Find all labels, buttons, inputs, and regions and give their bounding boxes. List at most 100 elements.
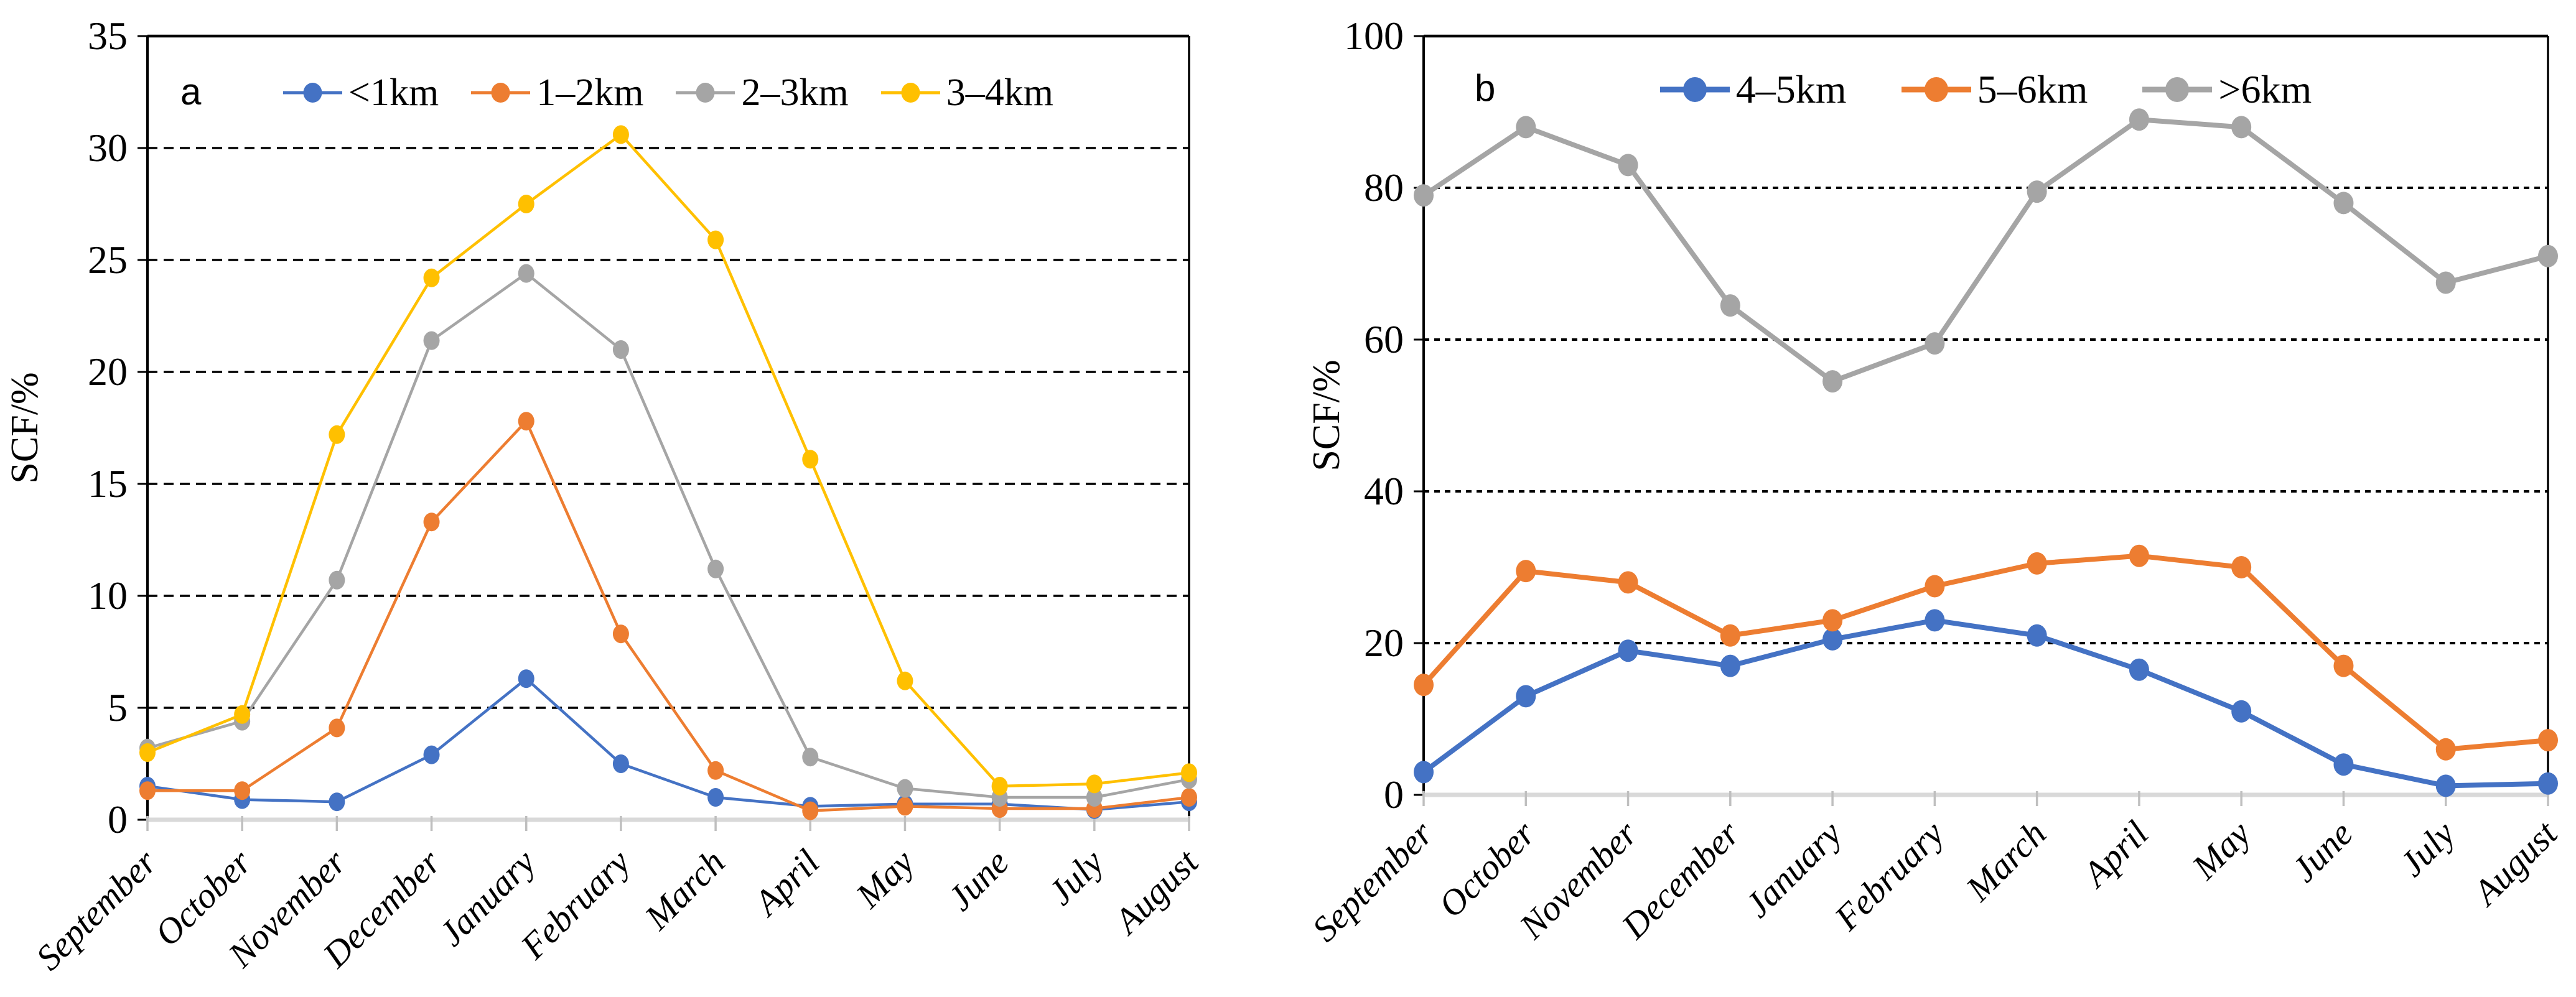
y-tick-label: 80 bbox=[1364, 165, 1404, 210]
legend-item-5–6km: 5–6km bbox=[1901, 67, 2088, 111]
data-point-marker bbox=[1086, 774, 1103, 794]
data-point-marker bbox=[2027, 180, 2047, 203]
data-point-marker bbox=[2129, 108, 2149, 131]
data-point-marker bbox=[802, 450, 819, 469]
legend-label: 5–6km bbox=[1977, 67, 2088, 111]
data-point-marker bbox=[2333, 753, 2354, 776]
panel-b-legend: 4–5km 5–6km >6km bbox=[1424, 70, 2548, 109]
data-point-marker bbox=[2333, 654, 2354, 677]
legend-item->6km: >6km bbox=[2142, 70, 2312, 109]
legend-label: 2–3km bbox=[741, 72, 849, 114]
legend-marker-icon bbox=[2142, 77, 2213, 102]
data-point-marker bbox=[1720, 294, 1740, 317]
x-tick-label-april: April bbox=[2073, 813, 2156, 896]
x-tick-label-may: May bbox=[847, 842, 922, 916]
legend-marker-icon bbox=[676, 83, 735, 103]
series-line-<1km bbox=[146, 677, 1191, 812]
legend-marker-icon bbox=[471, 83, 531, 103]
data-point-marker bbox=[612, 754, 629, 773]
data-point-marker bbox=[139, 743, 156, 762]
data-point-marker bbox=[1516, 116, 1536, 139]
y-tick-label: 35 bbox=[88, 14, 128, 58]
legend-item-4–5km: 4–5km bbox=[1659, 67, 1847, 111]
data-point-marker bbox=[1925, 332, 1945, 355]
legend-label: 1–2km bbox=[536, 72, 644, 114]
panel-b-letter: b bbox=[1475, 67, 1496, 109]
data-point-marker bbox=[1086, 788, 1103, 807]
data-point-marker bbox=[802, 801, 819, 820]
series-line-4–5km bbox=[1421, 618, 2550, 789]
panel-a-letter: a bbox=[180, 71, 202, 113]
data-point-marker bbox=[423, 331, 440, 350]
x-tick-label-august: August bbox=[1104, 841, 1206, 943]
data-point-marker bbox=[1618, 154, 1638, 177]
x-tick-label-september: September bbox=[28, 842, 164, 978]
legend-marker-icon bbox=[1659, 77, 1730, 102]
chart-b-svg: 020406080100SeptemberOctoberNovemberDece… bbox=[1304, 14, 2565, 949]
legend-item-<1km: <1km bbox=[283, 73, 439, 112]
legend-label: 3–4km bbox=[946, 72, 1053, 114]
data-point-marker bbox=[1720, 624, 1740, 647]
legend-marker-icon bbox=[880, 83, 940, 103]
y-tick-label: 10 bbox=[88, 573, 128, 618]
legend-item-3–4km: 3–4km bbox=[880, 72, 1053, 114]
x-tick-label-february: February bbox=[1826, 813, 1952, 939]
data-point-marker bbox=[707, 559, 724, 578]
data-point-marker bbox=[1414, 674, 1434, 697]
data-point-marker bbox=[234, 781, 251, 800]
data-point-marker bbox=[802, 748, 819, 767]
y-tick-label: 60 bbox=[1364, 317, 1404, 361]
data-point-marker bbox=[897, 671, 913, 690]
legend-label: >6km bbox=[2218, 67, 2312, 111]
data-point-marker bbox=[518, 264, 534, 283]
x-tick-label-july: July bbox=[2392, 813, 2463, 884]
y-tick-label: 15 bbox=[88, 461, 128, 506]
legend-item-1–2km: 1–2km bbox=[471, 73, 643, 112]
x-tick-label-april: April bbox=[744, 842, 827, 924]
data-point-marker bbox=[612, 125, 629, 144]
legend-label: 4–5km bbox=[1735, 67, 1847, 111]
data-point-marker bbox=[1414, 761, 1434, 784]
data-point-marker bbox=[2435, 271, 2456, 294]
data-point-marker bbox=[518, 412, 534, 431]
series-line->6km bbox=[1421, 117, 2550, 384]
data-point-marker bbox=[1618, 571, 1638, 594]
panel-b: 0 20 40 60 80 100 September October November Dece… bbox=[1288, 0, 2576, 997]
data-point-marker bbox=[1618, 639, 1638, 662]
x-tick-label-march: March bbox=[1958, 813, 2053, 909]
data-point-marker bbox=[423, 745, 440, 764]
data-point-marker bbox=[2027, 624, 2047, 647]
data-point-marker bbox=[2538, 244, 2558, 267]
panel-a-y-axis-title: SCF/% bbox=[4, 372, 46, 484]
data-point-marker bbox=[234, 705, 251, 724]
x-tick-label-september: September bbox=[1304, 813, 1440, 949]
data-point-marker bbox=[612, 624, 629, 644]
data-point-marker bbox=[2231, 116, 2252, 139]
panel-a-legend: <1km 1–2km 2–3km 3–4km bbox=[147, 73, 1189, 112]
x-tick-label-june: June bbox=[2284, 813, 2360, 889]
data-point-marker bbox=[329, 425, 345, 444]
y-tick-label: 20 bbox=[88, 350, 128, 394]
series-line-2–3km bbox=[146, 272, 1191, 799]
data-point-marker bbox=[1925, 609, 1945, 632]
data-point-marker bbox=[1181, 788, 1197, 807]
data-point-marker bbox=[1516, 560, 1536, 583]
data-point-marker bbox=[1516, 685, 1536, 708]
data-point-marker bbox=[2435, 738, 2456, 761]
data-point-marker bbox=[1822, 628, 1843, 651]
data-point-marker bbox=[2129, 544, 2149, 567]
x-tick-label-june: June bbox=[940, 842, 1016, 918]
data-point-marker bbox=[707, 230, 724, 249]
data-point-marker bbox=[707, 788, 724, 807]
data-point-marker bbox=[1181, 763, 1197, 782]
y-tick-label: 100 bbox=[1344, 14, 1404, 58]
y-tick-label: 40 bbox=[1364, 469, 1404, 513]
y-tick-label: 5 bbox=[108, 685, 128, 730]
y-tick-label: 25 bbox=[88, 238, 128, 282]
data-point-marker bbox=[1822, 609, 1843, 632]
data-point-marker bbox=[1925, 575, 1945, 598]
data-point-marker bbox=[329, 718, 345, 738]
data-point-marker bbox=[707, 761, 724, 780]
legend-item-2–3km: 2–3km bbox=[676, 72, 849, 114]
